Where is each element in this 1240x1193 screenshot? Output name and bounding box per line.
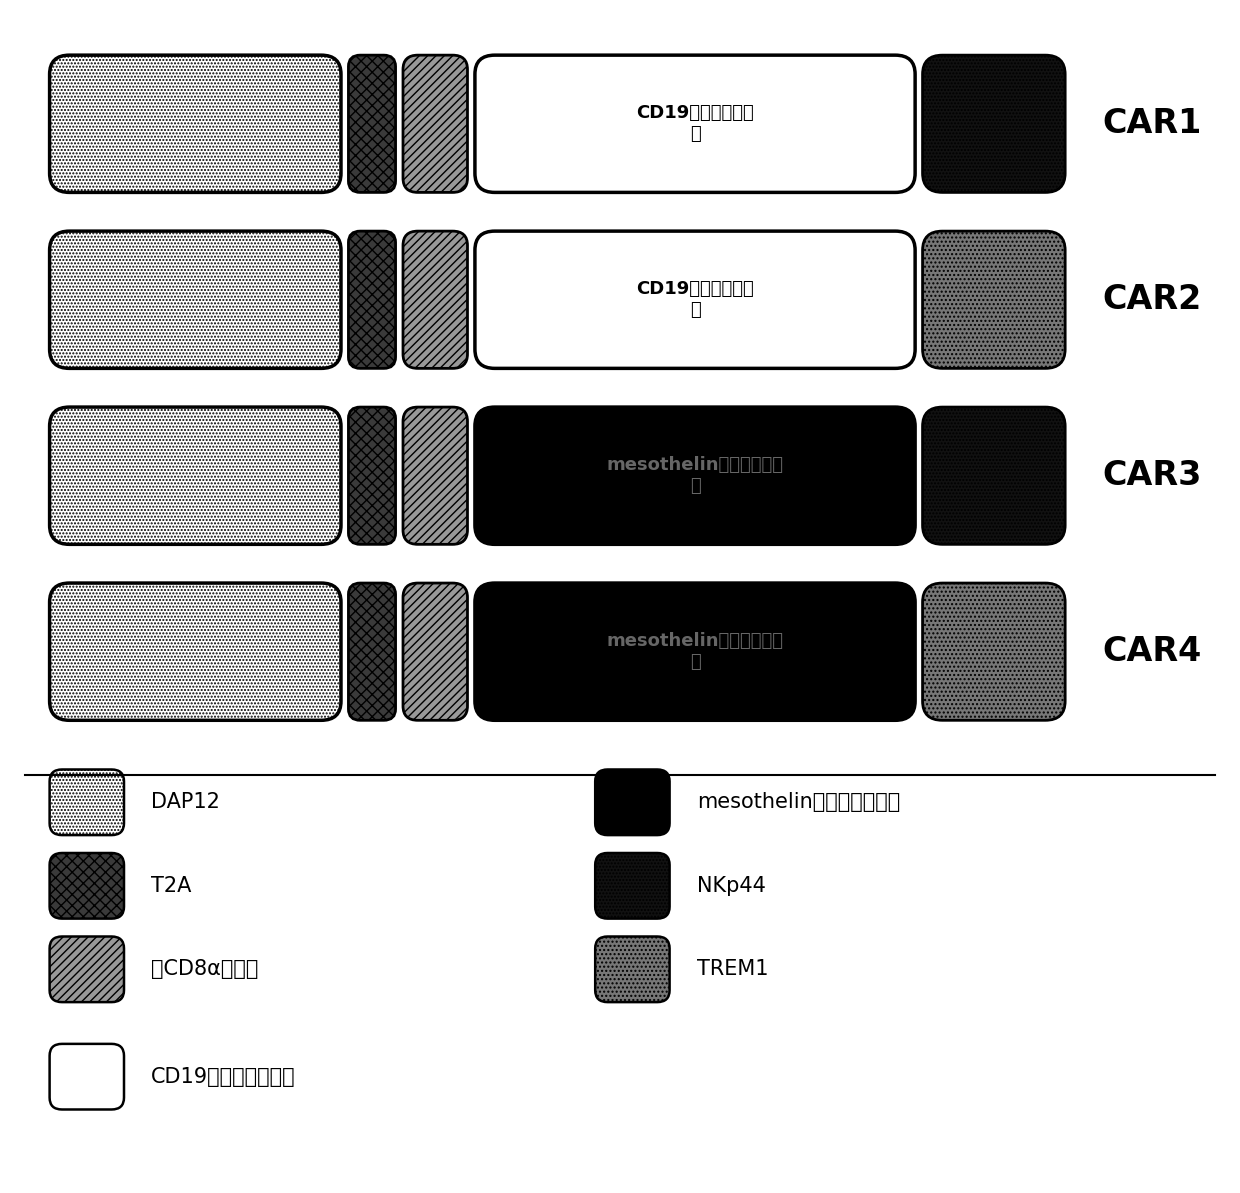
FancyBboxPatch shape: [595, 853, 670, 919]
FancyBboxPatch shape: [50, 583, 341, 721]
FancyBboxPatch shape: [923, 407, 1065, 544]
FancyBboxPatch shape: [50, 231, 341, 369]
FancyBboxPatch shape: [475, 583, 915, 721]
Text: CD19抗原结合结构域: CD19抗原结合结构域: [151, 1067, 296, 1087]
Text: mesothelin抗原结合结构
域: mesothelin抗原结合结构 域: [606, 456, 784, 495]
FancyBboxPatch shape: [923, 583, 1065, 721]
FancyBboxPatch shape: [50, 769, 124, 835]
FancyBboxPatch shape: [50, 853, 124, 919]
Text: CD19抗原结合结构
域: CD19抗原结合结构 域: [636, 280, 754, 320]
FancyBboxPatch shape: [50, 407, 341, 544]
FancyBboxPatch shape: [50, 55, 341, 192]
Text: T2A: T2A: [151, 876, 192, 896]
FancyBboxPatch shape: [923, 231, 1065, 369]
Text: CAR2: CAR2: [1102, 283, 1202, 316]
FancyBboxPatch shape: [475, 231, 915, 369]
FancyBboxPatch shape: [50, 1044, 124, 1109]
FancyBboxPatch shape: [403, 583, 467, 721]
FancyBboxPatch shape: [923, 55, 1065, 192]
FancyBboxPatch shape: [403, 231, 467, 369]
FancyBboxPatch shape: [475, 55, 915, 192]
Text: mesothelin抗原结合结构域: mesothelin抗原结合结构域: [697, 792, 900, 812]
Text: TREM1: TREM1: [697, 959, 769, 979]
FancyBboxPatch shape: [595, 769, 670, 835]
Text: CAR1: CAR1: [1102, 107, 1202, 141]
Text: CD19抗原结合结构
域: CD19抗原结合结构 域: [636, 104, 754, 143]
FancyBboxPatch shape: [348, 55, 396, 192]
FancyBboxPatch shape: [403, 55, 467, 192]
FancyBboxPatch shape: [348, 407, 396, 544]
FancyBboxPatch shape: [595, 937, 670, 1002]
Text: CAR4: CAR4: [1102, 635, 1202, 668]
Text: NKp44: NKp44: [697, 876, 766, 896]
FancyBboxPatch shape: [348, 583, 396, 721]
Text: mesothelin抗原结合结构
域: mesothelin抗原结合结构 域: [606, 632, 784, 672]
FancyBboxPatch shape: [50, 937, 124, 1002]
Text: DAP12: DAP12: [151, 792, 221, 812]
Text: 人CD8α信号肽: 人CD8α信号肽: [151, 959, 259, 979]
FancyBboxPatch shape: [475, 407, 915, 544]
Text: CAR3: CAR3: [1102, 459, 1202, 493]
FancyBboxPatch shape: [403, 407, 467, 544]
FancyBboxPatch shape: [348, 231, 396, 369]
